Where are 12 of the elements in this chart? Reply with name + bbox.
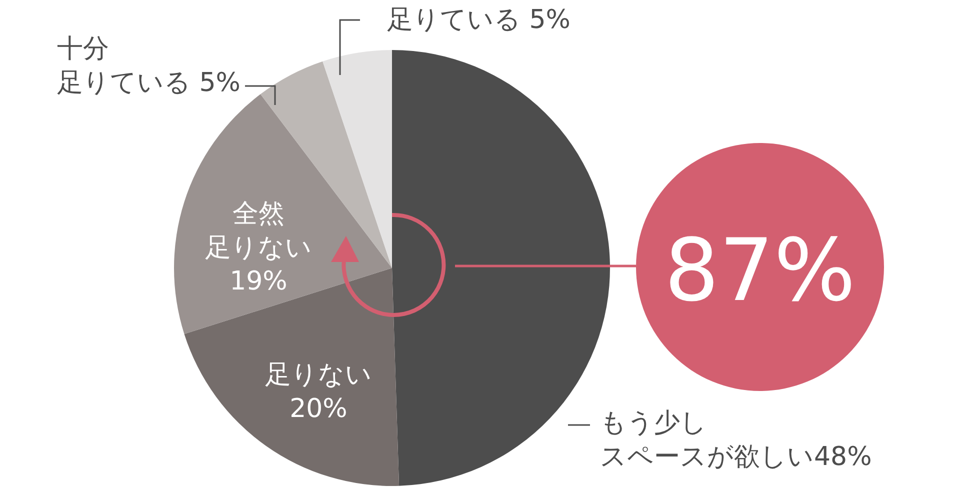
pie-slice	[184, 268, 400, 486]
text: 87%	[664, 221, 856, 321]
data-label: 19%	[230, 266, 288, 297]
pie-slice	[322, 50, 392, 268]
slice-label: 足りない	[265, 360, 372, 390]
slice-label: 十分足りている 5%	[57, 34, 241, 98]
slice-label: もう少しスペースが欲しい48%	[600, 408, 872, 472]
data-label: 20%	[290, 394, 348, 424]
pie-slice	[260, 61, 392, 268]
pie-slice	[174, 94, 392, 334]
slice-label: 全然足りない	[205, 199, 312, 263]
slice-label: 足りている 5%	[387, 5, 571, 35]
